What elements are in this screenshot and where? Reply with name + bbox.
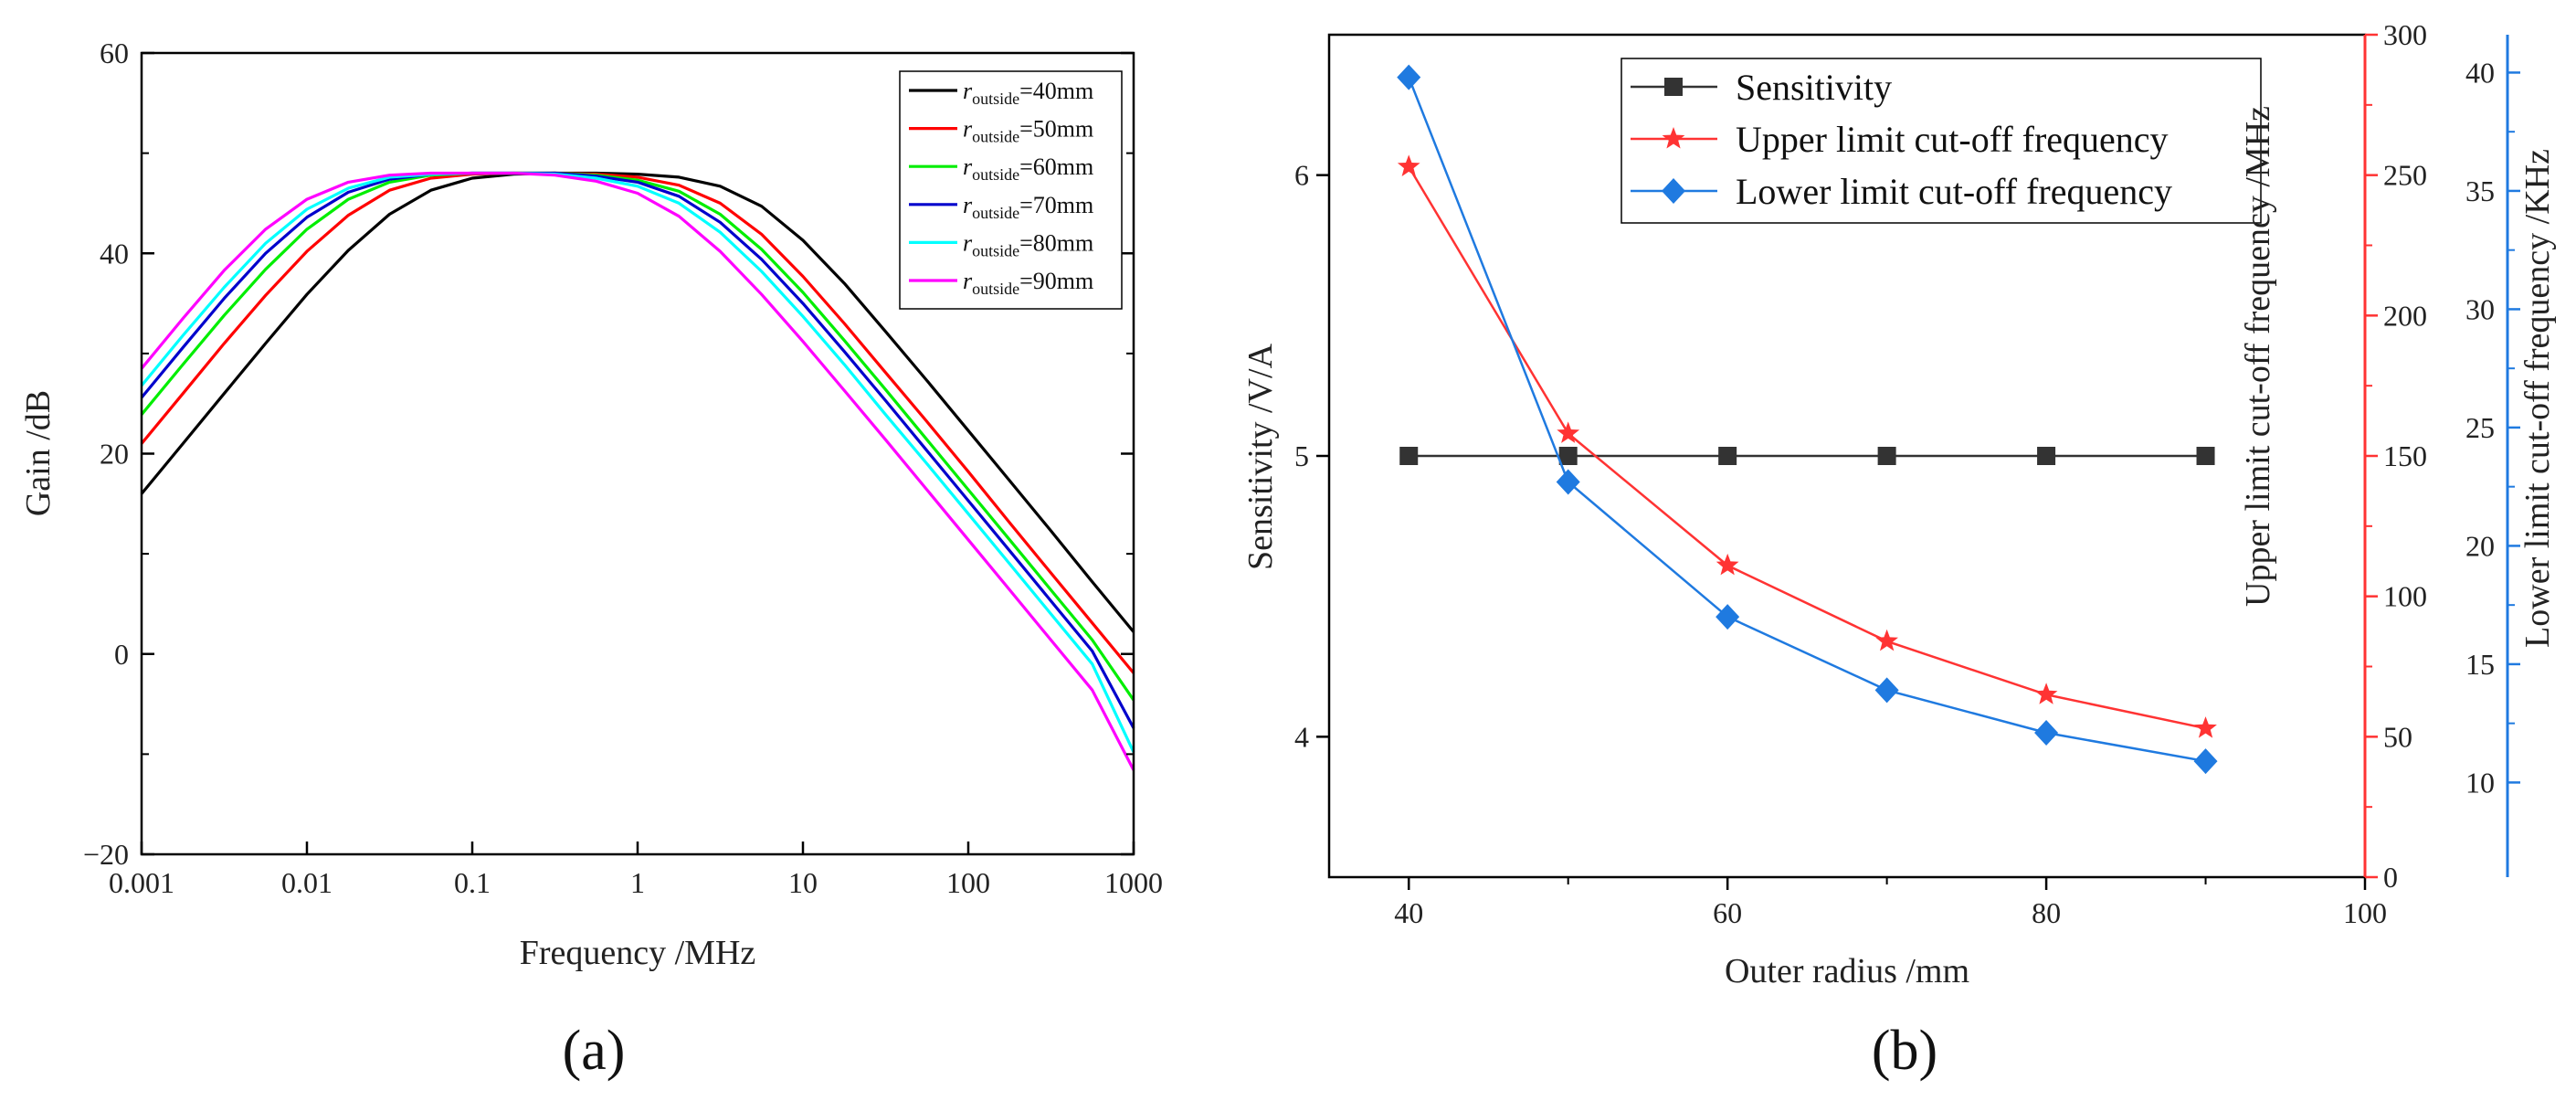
panel-b-right2-tick-label: 15 [2465, 648, 2495, 681]
panel-b-right1-tick-label: 0 [2383, 861, 2398, 894]
panel-b-right2-axis-title: Lower limit cut-off frequency /KHz [2518, 149, 2557, 648]
panel-b-legend-label-0: Sensitivity [1736, 67, 1892, 108]
panel-b-series-2-point [1397, 64, 1421, 90]
panel-b-series-1-point [1875, 629, 1898, 651]
panel-b-right1-tick-label: 250 [2383, 159, 2427, 192]
panel-b-x-tick-label: 80 [2032, 896, 2061, 929]
panel-a-legend-label-1: routside=50mm [963, 116, 1093, 146]
panel-b-legend-marker-0 [1664, 78, 1683, 96]
panel-a-x-tick-label: 100 [946, 866, 990, 899]
panel-b-right1-tick-label: 100 [2383, 580, 2427, 613]
panel-b-series-0-point [1718, 447, 1737, 465]
panel-b-legend-box [1621, 58, 2262, 224]
panel-b-x-tick-label: 40 [1394, 896, 1423, 929]
panel-b-series-1-point [2034, 683, 2058, 704]
panel-b-right1-axis-title: Upper limit cut-off frequency /MHz [2239, 106, 2277, 607]
panel-b-series-line-2 [1408, 77, 2206, 763]
panel-b-series-0-point [2196, 447, 2215, 465]
panel-b-series-2-point [2193, 748, 2218, 775]
panel-a-legend-label-2: routside=60mm [963, 154, 1093, 184]
panel-a-x-tick-label: 0.1 [454, 866, 491, 899]
panel-b-right2-tick-label: 30 [2465, 292, 2495, 325]
panel-b-legend-marker-1 [1662, 127, 1685, 149]
panel-b-right2-tick-label: 25 [2465, 411, 2495, 444]
panel-b-chart: 40 60 80 1004560501001502002503001015202530… [1241, 18, 2557, 1082]
panel-a-y-tick-label: 0 [114, 638, 129, 671]
panel-b-right1-tick-label: 300 [2383, 18, 2427, 51]
panel-b-series-0-point [1399, 447, 1419, 465]
panel-a-label: (a) [563, 1020, 626, 1082]
panel-a-y-tick-label: 40 [100, 237, 129, 270]
panel-a-series-line-4 [140, 171, 1135, 753]
panel-b-series-0-point [1558, 447, 1578, 465]
panel-b-series-1-point [2194, 716, 2217, 738]
panel-b-right1-tick-label: 200 [2383, 299, 2427, 332]
panel-b-right2-tick-label: 20 [2465, 529, 2495, 562]
panel-a-y-tick-label: 60 [100, 37, 129, 69]
panel-a-legend-label-4: routside=80mm [963, 229, 1093, 259]
panel-a-x-axis-title: Frequency /MHz [520, 934, 756, 972]
panel-a-x-tick-label: 10 [788, 866, 818, 899]
panel-b-right1-tick-label: 50 [2383, 720, 2412, 753]
panel-b-legend-label-2: Lower limit cut-off frequency [1736, 171, 2172, 212]
panel-b-series-line-1 [1408, 165, 2206, 730]
panel-a-series-line-0 [140, 171, 1135, 633]
panel-b-x-tick-label: 100 [2343, 896, 2387, 929]
panel-a-x-tick-label: 1 [630, 866, 645, 899]
panel-a-series-line-5 [140, 171, 1135, 771]
panel-b-x-axis-title: Outer radius /mm [1725, 952, 1969, 990]
panel-b-right2-tick-label: 10 [2465, 766, 2495, 799]
panel-b-right2-tick-label: 35 [2465, 175, 2495, 207]
panel-b-legend-marker-2 [1662, 178, 1685, 204]
panel-a-legend-box [899, 70, 1123, 310]
panel-b-x-tick-label: 60 [1713, 896, 1742, 929]
panel-b-left-axis-title: Sensitivity /V/A [1241, 343, 1280, 570]
panel-a-series-line-1 [140, 171, 1135, 674]
panel-a-x-tick-label: 1000 [1104, 866, 1163, 899]
panel-a-series-line-2 [140, 171, 1135, 702]
panel-a-y-tick-label: 20 [100, 438, 129, 471]
panel-b-series-2-point [2034, 720, 2059, 746]
panel-a-legend-label-5: routside=90mm [963, 268, 1093, 298]
panel-b-series-1-point [1716, 553, 1739, 576]
panel-a-x-tick-label: 0.01 [281, 866, 333, 899]
panel-b-series-1-point [1397, 154, 1420, 176]
panel-b-series-2-point [1874, 677, 1899, 704]
panel-b-right2-tick-label: 40 [2465, 56, 2495, 89]
panel-b-series-2-point [1716, 604, 1740, 630]
panel-a-series-line-3 [140, 171, 1135, 729]
panel-b-series-0-point [2037, 447, 2056, 465]
panel-b-left-tick-label: 4 [1294, 720, 1309, 753]
panel-b-legend-label-1: Upper limit cut-off frequency [1736, 119, 2169, 160]
panel-a-y-tick-label: −20 [83, 838, 129, 871]
panel-b-right1-tick-label: 150 [2383, 439, 2427, 472]
panel-b-series-0-point [1877, 447, 1896, 465]
panel-b-label: (b) [1872, 1020, 1937, 1082]
panel-a-legend-label-0: routside=40mm [963, 78, 1093, 108]
panel-a-y-axis-title: Gain /dB [19, 390, 58, 516]
panel-a-x-tick-label: 0.001 [109, 866, 174, 899]
panel-a-legend-label-3: routside=70mm [963, 192, 1093, 222]
panel-b-series-1-point [1557, 421, 1580, 443]
panel-b-left-tick-label: 6 [1294, 159, 1309, 192]
panel-b-series-2-point [1556, 469, 1580, 495]
panel-b-left-tick-label: 5 [1294, 439, 1309, 472]
panel-a-chart: 0.001 0.01 0.1 1 10 100 1000 −20 0 20 40 60 routsi… [19, 37, 1163, 1082]
